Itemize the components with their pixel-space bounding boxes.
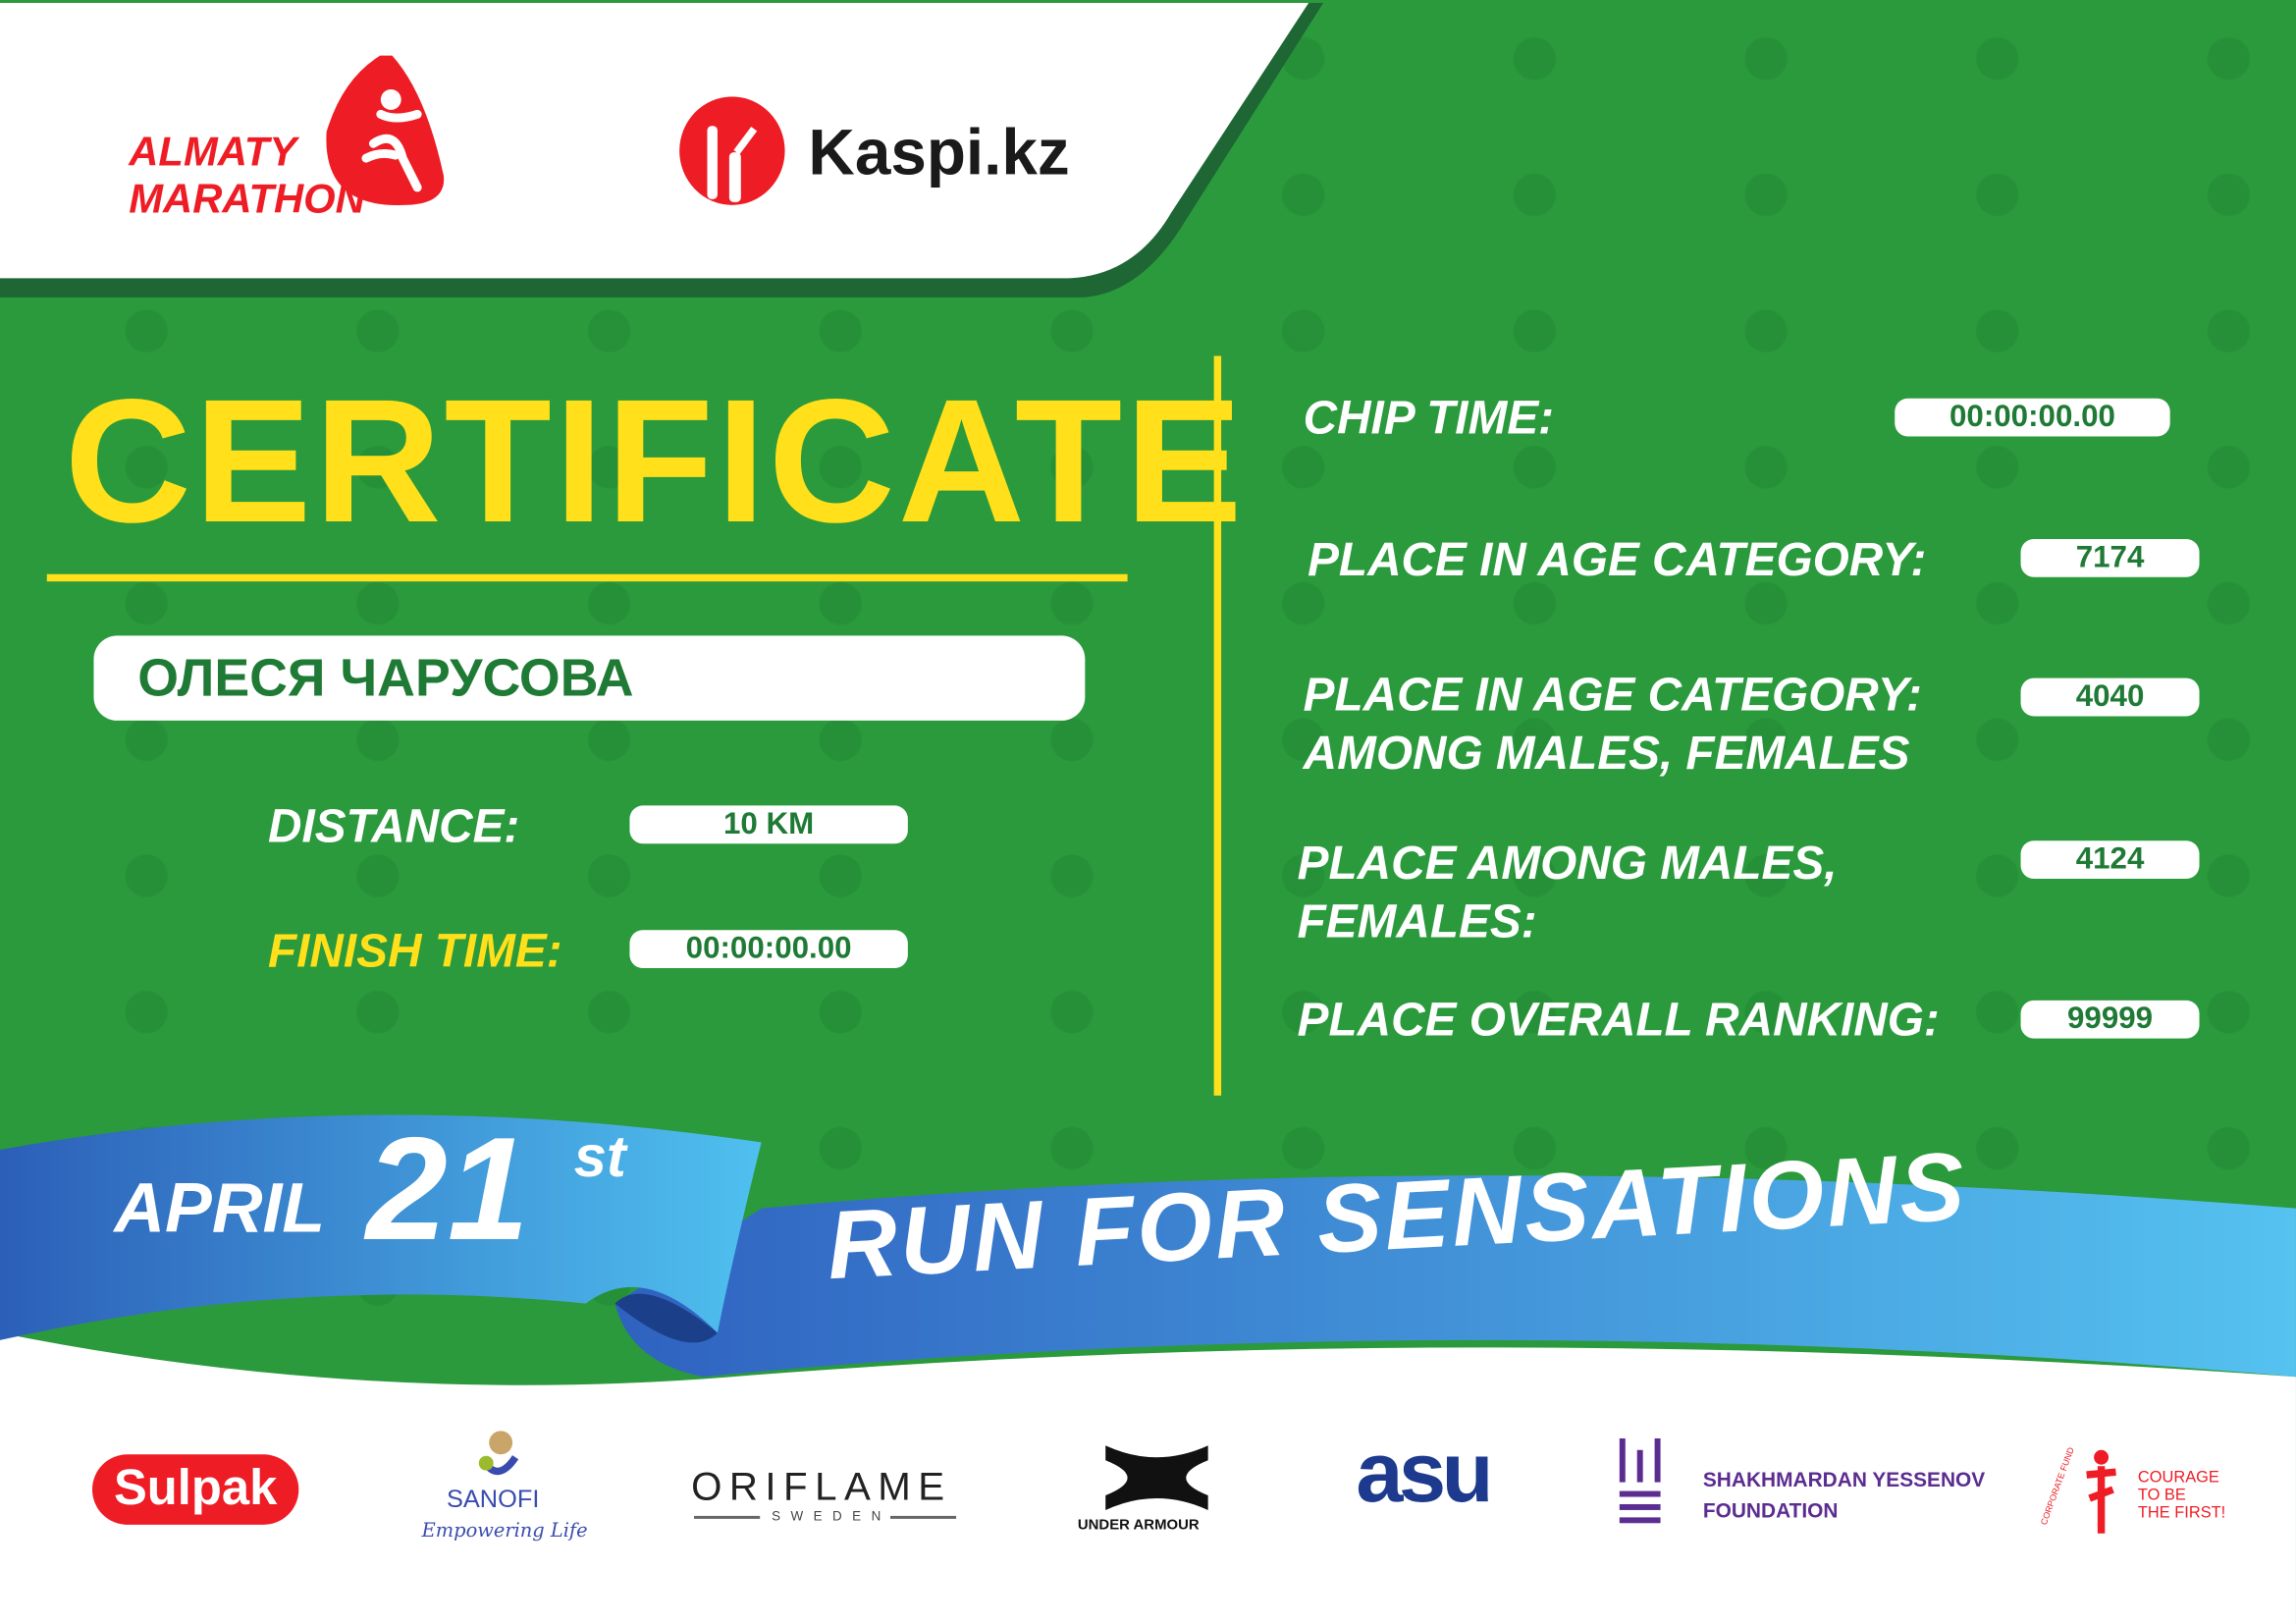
title-underline	[46, 573, 1128, 582]
name-field: ОЛЕСЯ ЧАРУСОВА	[93, 635, 1086, 721]
logo-line-2: MARATHON	[129, 176, 365, 222]
age-category-gender-label-2: AMONG MALES, FEMALES	[1303, 726, 1910, 780]
sulpak-logo: Sulpak	[91, 1454, 299, 1525]
finish-time-value: 00:00:00.00	[629, 930, 908, 969]
distance-label: DISTANCE:	[267, 799, 520, 853]
overall-label: PLACE OVERALL RANKING:	[1297, 993, 1940, 1047]
yessenov-text-1: SHAKHMARDAN YESSENOV	[1702, 1467, 1986, 1491]
sanofi-tagline: Empowering Life	[421, 1520, 588, 1543]
age-category-label: PLACE IN AGE CATEGORY:	[1308, 532, 1927, 586]
gender-label-2: FEMALES:	[1297, 894, 1537, 948]
participant-name: ОЛЕСЯ ЧАРУСОВА	[137, 647, 634, 708]
kaspi-people-icon	[679, 96, 785, 205]
sulpak-text: Sulpak	[113, 1460, 278, 1516]
age-category-value: 7174	[2020, 538, 2200, 577]
age-category-gender-value: 4040	[2020, 677, 2200, 717]
sanofi-swirl-icon	[478, 1431, 519, 1476]
certificate-title: CERTIFICATE	[64, 362, 1246, 560]
finish-time-label: FINISH TIME:	[267, 924, 562, 977]
vertical-divider	[1213, 355, 1222, 1096]
date-day: 21	[365, 1107, 529, 1272]
courage-text-3: THE FIRST!	[2137, 1503, 2226, 1522]
age-category-gender-label-1: PLACE IN AGE CATEGORY:	[1303, 668, 1922, 721]
under-armour-icon	[1105, 1445, 1208, 1510]
sanofi-text: SANOFI	[446, 1485, 540, 1513]
chip-time-label: CHIP TIME:	[1303, 391, 1555, 444]
gender-label-1: PLACE AMONG MALES,	[1297, 836, 1838, 890]
kaspi-text: Kaspi.kz	[808, 117, 1070, 189]
courage-text-2: TO BE	[2137, 1487, 2186, 1504]
distance-value: 10 KM	[629, 805, 908, 844]
yessenov-bars-icon	[1619, 1437, 1661, 1524]
runner-drop-icon	[326, 55, 445, 205]
under-armour-text: UNDER ARMOUR	[1077, 1517, 1200, 1534]
yessenov-text-2: FOUNDATION	[1702, 1498, 1839, 1522]
courage-text-1: COURAGE	[2137, 1469, 2219, 1488]
chip-time-value: 00:00:00.00	[1895, 398, 2170, 437]
overall-value: 99999	[2020, 1000, 2200, 1039]
gender-value: 4124	[2020, 840, 2200, 880]
header-panel	[0, 0, 2296, 298]
date-month: APRIL	[114, 1169, 326, 1248]
oriflame-text: ORIFLAME	[691, 1464, 952, 1509]
date-suffix: st	[573, 1124, 626, 1190]
oriflame-sub: SWEDEN	[772, 1508, 891, 1524]
logo-line-1: ALMATY	[129, 129, 297, 175]
courage-runner-icon	[2086, 1449, 2116, 1534]
asu-logo: asu	[1356, 1425, 1493, 1521]
